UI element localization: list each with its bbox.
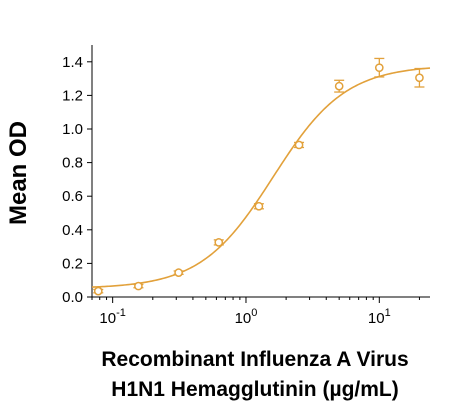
- data-point: [334, 81, 344, 91]
- y-tick-label: 1.2: [62, 87, 83, 104]
- x-axis-title-line-2: H1N1 Hemagglutinin (µg/mL): [111, 378, 398, 401]
- y-tick-label: 0.6: [62, 188, 83, 205]
- x-tick-label: 101: [368, 307, 391, 327]
- data-point: [415, 73, 424, 83]
- x-axis-title-line-1: Recombinant Influenza A Virus: [101, 348, 408, 371]
- y-tick-label: 1.4: [62, 54, 83, 71]
- y-tick-label: 1.0: [62, 121, 83, 138]
- y-axis-title: Mean OD: [5, 121, 32, 225]
- data-point: [294, 140, 304, 150]
- fit-curve-group: [91, 67, 431, 288]
- data-points: [93, 57, 425, 296]
- y-tick-label: 0.0: [62, 289, 83, 306]
- data-point: [174, 268, 183, 277]
- data-point: [374, 63, 384, 73]
- axes: 0.0 0.2 0.4 0.6 0.8 1.0 1.2 1.4 10-1 100 101: [62, 45, 430, 327]
- y-tick-label: 0.4: [62, 222, 83, 239]
- x-tick-label: 100: [235, 307, 258, 327]
- data-point: [134, 281, 143, 291]
- fit-curve: [91, 67, 431, 288]
- data-point: [214, 238, 224, 247]
- y-tick-label: 0.2: [62, 255, 83, 272]
- data-point: [93, 286, 103, 296]
- x-tick-label: 10-1: [99, 307, 125, 327]
- y-tick-label: 0.8: [62, 155, 83, 172]
- data-point: [254, 201, 264, 211]
